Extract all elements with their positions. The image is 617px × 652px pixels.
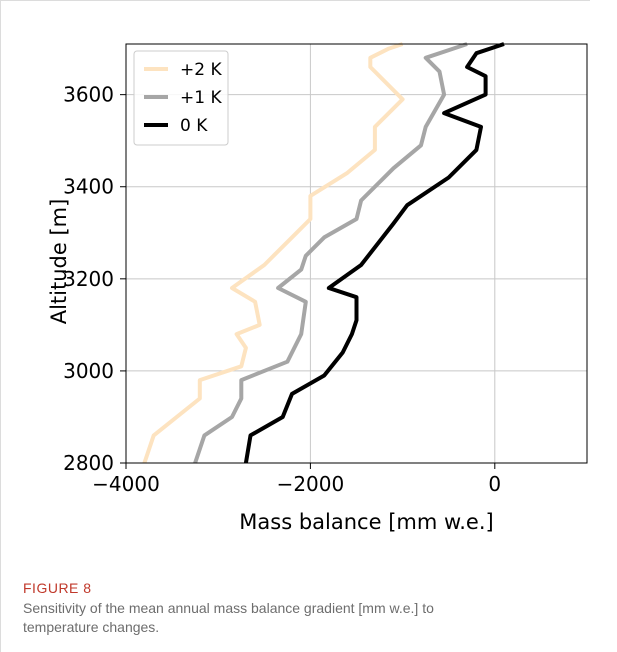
y-tick-label: 2800 bbox=[63, 451, 114, 475]
x-tick-label: 0 bbox=[488, 472, 501, 496]
legend-label: +1 K bbox=[180, 88, 222, 108]
legend-box bbox=[133, 50, 229, 146]
figure-caption: Sensitivity of the mean annual mass bala… bbox=[23, 600, 434, 635]
x-tick-label: −2000 bbox=[277, 472, 345, 496]
series-line bbox=[193, 42, 468, 464]
frame-top-border bbox=[0, 0, 590, 1]
legend-label: 0 K bbox=[180, 116, 208, 136]
series-line bbox=[243, 42, 505, 464]
plot-area-border bbox=[125, 43, 588, 464]
chart: −4000 −2000 0 2800 3000 3200 3400 3600 Mass bal… bbox=[47, 42, 588, 534]
chart-legend: +2 K +1 K 0 K bbox=[133, 50, 229, 146]
y-tick-label: 3600 bbox=[63, 83, 114, 107]
y-axis-label: Altitude [m] bbox=[47, 199, 71, 325]
legend-label: +2 K bbox=[180, 60, 222, 80]
series-line bbox=[142, 42, 405, 464]
figure-label: FIGURE 8 bbox=[23, 580, 92, 596]
y-tick-label: 3200 bbox=[63, 267, 114, 291]
frame-left-border bbox=[0, 0, 1, 652]
y-tick-label: 3000 bbox=[63, 359, 114, 383]
x-tick-label: −4000 bbox=[92, 472, 160, 496]
x-axis-label: Mass balance [mm w.e.] bbox=[239, 510, 493, 534]
y-tick-label: 3400 bbox=[63, 175, 114, 199]
chart-lines bbox=[142, 42, 505, 464]
chart-ticks: −4000 −2000 0 2800 3000 3200 3400 3600 bbox=[63, 83, 501, 496]
